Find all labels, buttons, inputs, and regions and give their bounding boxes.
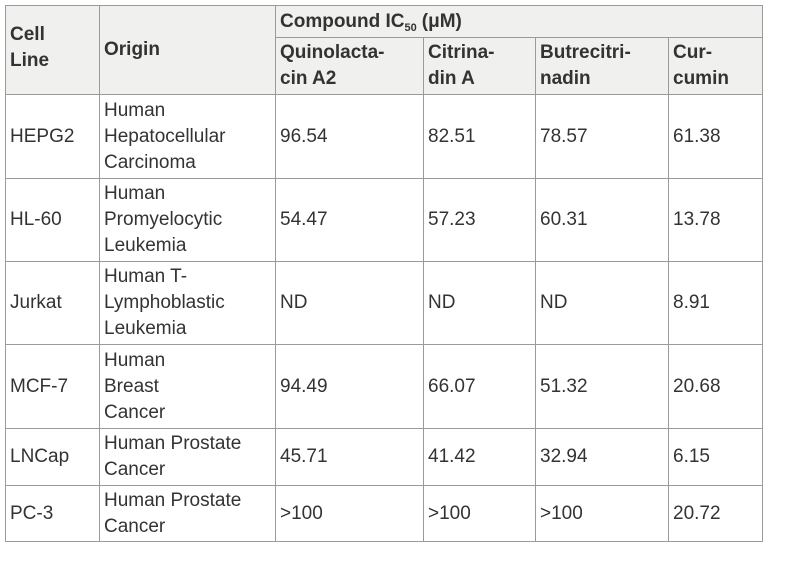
ic50-value: >100 [275,485,424,542]
ic50-value: 8.91 [668,261,763,345]
text-line: Breast [104,375,159,397]
text-line: Human [104,99,166,121]
data-table: Cell Line Origin Compound IC50 (μM) Quinolact… [5,5,763,542]
text-line: cumin [673,68,729,89]
text-line: Carcinoma [104,151,196,173]
text-line: Cancer [104,459,166,480]
ic50-value: 60.31 [535,178,669,262]
ic50-value: 66.07 [423,344,536,429]
origin: Human Promyelocytic Leukemia [99,178,276,262]
header-cell: Origin [99,5,276,95]
text-line: Leukemia [104,235,187,256]
table-row: PC-3 Human Prostate Cancer >100 >100 >100 20.7… [5,485,763,542]
text-line: Promyelocytic [104,209,223,230]
text-line: HL-60 [10,209,62,230]
text-line: MCF-7 [10,375,69,397]
text-line: Citrina- [428,42,495,63]
origin: Human Breast Cancer [99,344,276,429]
text-line: Cancer [104,515,166,537]
text-line: LNCap [10,446,70,467]
ic50-value: >100 [535,485,669,542]
table-row: HEPG2 Human Hepatocellular Carcinoma 96.54 82… [5,94,763,179]
ic50-value: 78.57 [535,94,669,179]
origin: Human Prostate Cancer [99,428,276,486]
compound-header: Quinolacta-cin A2 [275,37,424,95]
ic50-value: ND [535,261,669,345]
text-line: Line [10,50,50,71]
origin: Human T- Lymphoblastic Leukemia [99,261,276,345]
text-line: Leukemia [104,318,187,339]
ic50-value: >100 [423,485,536,542]
text-line: Origin [104,39,160,60]
origin: Human Hepatocellular Carcinoma [99,94,276,179]
ic50-value: 41.42 [423,428,536,486]
compound-header: Butrecitri-nadin [535,37,669,95]
text-line: Human Prostate [104,433,242,454]
header-row: Quinolacta-cin A2 Citrina-din A Butrecitri… [6,37,763,95]
ic50-value: 61.38 [668,94,763,179]
ic50-value: 96.54 [275,94,424,179]
ic50-value: 6.15 [668,428,763,486]
cell-line: HEPG2 [5,94,100,179]
text-line: nadin [540,68,591,89]
table-row: HL-60 Human Promyelocytic Leukemia 54.47 57.2… [5,178,763,262]
ic50-value: ND [423,261,536,345]
group-suffix: (μM) [421,10,462,32]
header-cell: Cell Line [5,5,100,95]
text-line: Hepatocellular [104,125,226,147]
ic50-value: 13.78 [668,178,763,262]
text-line: Butrecitri- [540,42,631,63]
text-line: Human [104,349,166,371]
compound-header: Cur-cumin [668,37,763,95]
ic50-value: 32.94 [535,428,669,486]
table-row: LNCap Human Prostate Cancer 45.71 41.42 32.94… [5,428,763,486]
group-subscript: 50 [404,21,417,34]
group-header: Compound IC50 (μM) [275,5,763,38]
text-line: Human [104,183,166,204]
cell-line: MCF-7 [5,344,100,429]
text-line: Jurkat [10,292,62,313]
text-line: cin A2 [280,68,337,89]
ic50-value: 57.23 [423,178,536,262]
ic50-value: 51.32 [535,344,669,429]
group-prefix: Compound IC [280,10,405,32]
ic50-value: 54.47 [275,178,424,262]
text-line: Cur- [673,42,713,63]
text-line: Human T- [104,266,188,287]
ic50-value: 45.71 [275,428,424,486]
ic50-value: 20.72 [668,485,763,542]
ic50-value: 94.49 [275,344,424,429]
origin: Human Prostate Cancer [99,485,276,542]
text-line: Cell [10,24,45,45]
ic50-value: 82.51 [423,94,536,179]
text-line: PC-3 [10,502,54,524]
text-line: Cancer [104,401,166,423]
table-row: Jurkat Human T- Lymphoblastic Leukemia ND ND N… [5,261,763,345]
compound-header: Citrina-din A [423,37,536,95]
cell-line: Jurkat [5,261,100,345]
cell-line: PC-3 [5,485,100,542]
cell-line: HL-60 [5,178,100,262]
ic50-value: ND [275,261,424,345]
text-line: HEPG2 [10,125,75,147]
table-row: MCF-7 Human Breast Cancer 94.49 66.07 51.32 20.… [5,344,763,429]
text-line: Human Prostate [104,489,242,511]
text-line: Quinolacta- [280,42,385,63]
header-row: Cell Line Origin Compound IC50 (μM) [5,5,763,95]
text-line: Lymphoblastic [104,292,225,313]
ic50-value: 20.68 [668,344,763,429]
cell-line: LNCap [5,428,100,486]
text-line: din A [428,68,475,89]
